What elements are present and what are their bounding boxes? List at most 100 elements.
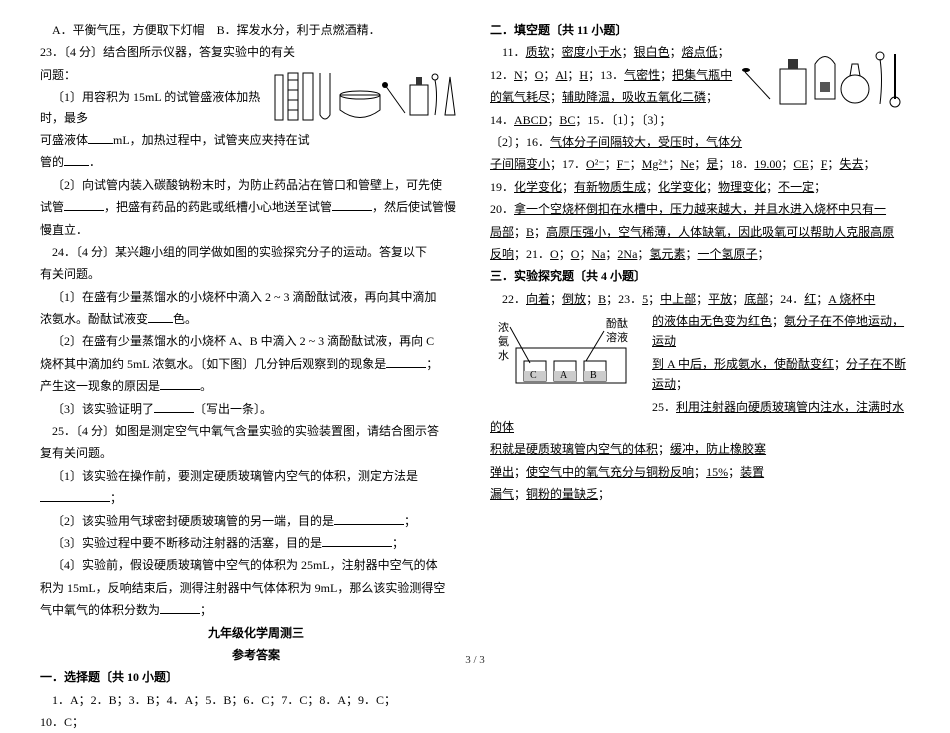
text: ；18． (718, 157, 754, 171)
line: 试管，把盛有药品的药匙或纸槽小心地送至试管，然后使试管慢 (40, 197, 460, 217)
answer: 利用注射器向硬质玻璃管内注水，注满时水的体 (490, 400, 904, 434)
answer: ABCD (514, 113, 547, 127)
line: 〔3〕实验过程中要不断移动注射器的活塞，目的是； (40, 533, 460, 553)
text: ； (550, 45, 562, 59)
text: 烧杯其中滴加约 5mL 浓氨水。〔如下图〕几分钟后观察到的现象是 (40, 357, 386, 371)
section-title: 一．选择题〔共 10 小题〕 (40, 667, 460, 687)
line: 管的． (40, 152, 460, 172)
section-title: 三．实验探究题〔共 4 小题〕 (490, 266, 910, 286)
line: 产生这一现象的原因是。 (40, 376, 460, 396)
answer: 红 (804, 292, 816, 306)
blank (148, 310, 173, 323)
answer: 反响 (490, 247, 514, 261)
blank (64, 198, 104, 211)
label: 水 (498, 349, 509, 362)
line: 〔2〕；16．气体分子间隔较大，受压时，气体分 (490, 132, 910, 152)
text: 。 (200, 379, 212, 393)
apparatus-diagram (270, 65, 460, 125)
answer: 气密性 (624, 68, 660, 82)
answer: 有新物质生成 (574, 180, 646, 194)
text: ； (863, 157, 875, 171)
text: ； (809, 157, 821, 171)
blank (40, 489, 110, 502)
line: 25．〔4 分〕如图是测定空气中氧气含量实验的实验装置图，请结合图示答 (40, 421, 460, 441)
text: 色。 (173, 312, 197, 326)
line: 弹出；使空气中的氧气充分与铜粉反响；15%；装置 (490, 462, 910, 482)
answer: 质软 (526, 45, 550, 59)
line: 气中氧气的体积分数为 ； (40, 600, 460, 620)
text: ； (514, 487, 526, 501)
line: 〔2〕该实验用气球密封硬质玻璃管的另一端，目的是 ； (40, 511, 460, 531)
text: ； (694, 157, 706, 171)
label-b: B (590, 370, 597, 381)
line: 〔1〕在盛有少量蒸馏水的小烧杯中滴入 2 ~ 3 滴酚酞试液，再向其中滴加 (40, 287, 460, 307)
answer: 积就是硬质玻璃管内空气的体积 (490, 442, 658, 456)
text: ； (514, 465, 526, 479)
answer: Na (591, 247, 605, 261)
text: ； (834, 357, 846, 371)
answer: 铜粉的量缺乏 (526, 487, 598, 501)
answer: 装置 (740, 465, 764, 479)
line: 可盛液体 mL，加热过程中，试管夹应夹持在试 (40, 130, 460, 150)
text: 〔3〕实验过程中要不断移动注射器的活塞，目的是 (52, 536, 322, 550)
answer: 局部 (490, 225, 514, 239)
text: ；15．〔1〕；〔3〕； (575, 113, 671, 127)
text: ； (670, 45, 682, 59)
text: ； (426, 357, 438, 371)
answer: 是 (706, 157, 718, 171)
text: mL，加热过程中，试管夹应夹持在试 (113, 133, 310, 147)
text: ； (814, 180, 826, 194)
line: 24．〔4 分〕某兴趣小组的同学做如图的实验探究分子的运动。答复以下 (40, 242, 460, 262)
text: ； (579, 247, 591, 261)
answer: 2Na (617, 247, 637, 261)
text: 19． (490, 180, 514, 194)
right-column: 二．填空题〔共 11 小题〕 11．质软；密度小于水；银白色；熔点低； 12．N… (490, 20, 910, 640)
answer: Ne (680, 157, 694, 171)
answer: 19.00 (754, 157, 781, 171)
blank (88, 131, 113, 144)
answer: 弹出 (490, 465, 514, 479)
text: ； (630, 157, 642, 171)
blank (160, 601, 200, 614)
text: ； (534, 225, 546, 239)
text: ； (523, 68, 535, 82)
text: ；17． (550, 157, 586, 171)
answer: 物理变化 (718, 180, 766, 194)
label: 浓 (498, 321, 509, 334)
blank (334, 512, 404, 525)
heading: 参考答案 (40, 645, 460, 665)
answer: 平放 (708, 292, 732, 306)
answer: 到 A 中后，形成氨水，使酚酞变红 (652, 357, 834, 371)
text: ； (718, 45, 730, 59)
line: 23．〔4 分〕结合图所示仪器，答复实验中的有关 (40, 42, 460, 62)
text: ； (622, 45, 634, 59)
answer: N (514, 68, 523, 82)
text: ； (694, 465, 706, 479)
text: 〔2〕该实验用气球密封硬质玻璃管的另一端，目的是 (52, 514, 334, 528)
text: ； (827, 157, 839, 171)
text: ； (706, 180, 718, 194)
line: 慢直立． (40, 220, 460, 240)
answer: B (526, 225, 534, 239)
text: ； (404, 514, 416, 528)
text: ； (648, 292, 660, 306)
text: 可盛液体 (40, 133, 88, 147)
text: ； (514, 225, 526, 239)
answer: Al (555, 68, 567, 82)
line: 20．拿一个空烧杯倒扣在水槽中，压力越来越大，并且水进入烧杯中只有一 (490, 199, 910, 219)
text: 气中氧气的体积分数为 (40, 603, 160, 617)
answer: 15% (706, 465, 728, 479)
text: ； (586, 292, 598, 306)
blank (64, 153, 89, 166)
answer: 失去 (839, 157, 863, 171)
line: 10．C； (40, 712, 460, 732)
answer: 漏气 (490, 487, 514, 501)
answer: B (598, 292, 606, 306)
answer: 的氧气耗尽 (490, 90, 550, 104)
answer: BC (559, 113, 575, 127)
text: ； (706, 90, 718, 104)
text: ； (646, 180, 658, 194)
text: ； (200, 603, 212, 617)
blank (386, 355, 426, 368)
beaker-diagram: 浓 氨 水 酚酞 溶液 C A B (496, 313, 646, 397)
